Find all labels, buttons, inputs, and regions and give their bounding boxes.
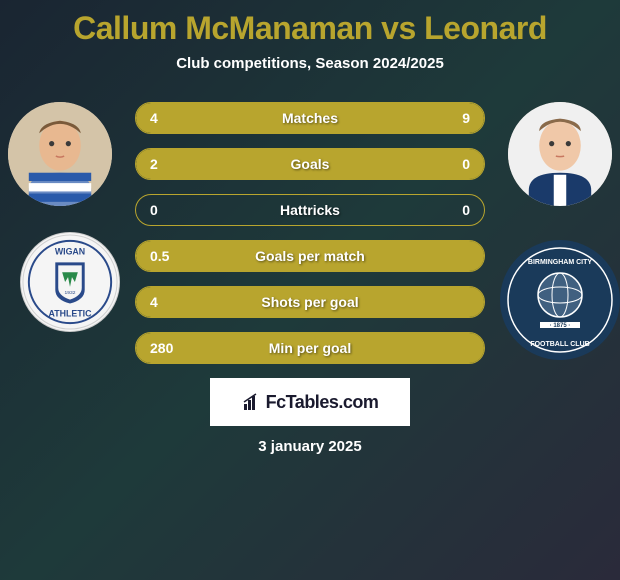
stat-row-min-per-goal: 280 Min per goal bbox=[135, 332, 485, 364]
stat-value-right: 0 bbox=[462, 202, 470, 218]
fctables-text: FcTables.com bbox=[266, 392, 379, 413]
stat-value-left: 4 bbox=[150, 294, 158, 310]
svg-text:1932: 1932 bbox=[65, 290, 76, 296]
stat-label: Goals per match bbox=[255, 248, 365, 264]
player-right-photo bbox=[508, 102, 612, 206]
stat-label: Shots per goal bbox=[261, 294, 358, 310]
player-left-photo bbox=[8, 102, 112, 206]
svg-text:ATHLETIC: ATHLETIC bbox=[49, 308, 93, 318]
fctables-logo-icon bbox=[242, 392, 262, 412]
svg-text:· 1875 ·: · 1875 · bbox=[550, 323, 571, 329]
stats-area: 4 Matches 9 2 Goals 0 0 Hattricks 0 0.5 … bbox=[135, 102, 485, 364]
main-content: WIGAN ATHLETIC 1932 BIRMINGHAM CITY FOOT… bbox=[0, 102, 620, 455]
svg-text:FOOTBALL CLUB: FOOTBALL CLUB bbox=[530, 341, 589, 348]
stat-value-left: 0 bbox=[150, 202, 158, 218]
stat-value-left: 4 bbox=[150, 110, 158, 126]
svg-text:BIRMINGHAM CITY: BIRMINGHAM CITY bbox=[528, 259, 592, 266]
svg-text:WIGAN: WIGAN bbox=[55, 247, 85, 257]
stat-value-left: 0.5 bbox=[150, 248, 169, 264]
stat-label: Hattricks bbox=[280, 202, 340, 218]
stat-row-matches: 4 Matches 9 bbox=[135, 102, 485, 134]
stat-row-goals: 2 Goals 0 bbox=[135, 148, 485, 180]
club-badge-left: WIGAN ATHLETIC 1932 bbox=[20, 232, 120, 332]
stat-row-shots-per-goal: 4 Shots per goal bbox=[135, 286, 485, 318]
fctables-branding: FcTables.com bbox=[210, 378, 410, 426]
stat-label: Matches bbox=[282, 110, 338, 126]
subtitle: Club competitions, Season 2024/2025 bbox=[0, 55, 620, 72]
stat-value-left: 2 bbox=[150, 156, 158, 172]
club-badge-right: BIRMINGHAM CITY FOOTBALL CLUB · 1875 · bbox=[500, 240, 620, 360]
stat-label: Min per goal bbox=[269, 340, 351, 356]
stat-row-hattricks: 0 Hattricks 0 bbox=[135, 194, 485, 226]
page-title: Callum McManaman vs Leonard bbox=[0, 10, 620, 47]
stat-fill-right bbox=[244, 103, 484, 133]
stat-value-left: 280 bbox=[150, 340, 173, 356]
stat-row-goals-per-match: 0.5 Goals per match bbox=[135, 240, 485, 272]
footer-date: 3 january 2025 bbox=[20, 438, 600, 455]
stat-value-right: 0 bbox=[462, 156, 470, 172]
stat-value-right: 9 bbox=[462, 110, 470, 126]
stat-label: Goals bbox=[291, 156, 330, 172]
infographic-container: Callum McManaman vs Leonard Club competi… bbox=[0, 0, 620, 465]
